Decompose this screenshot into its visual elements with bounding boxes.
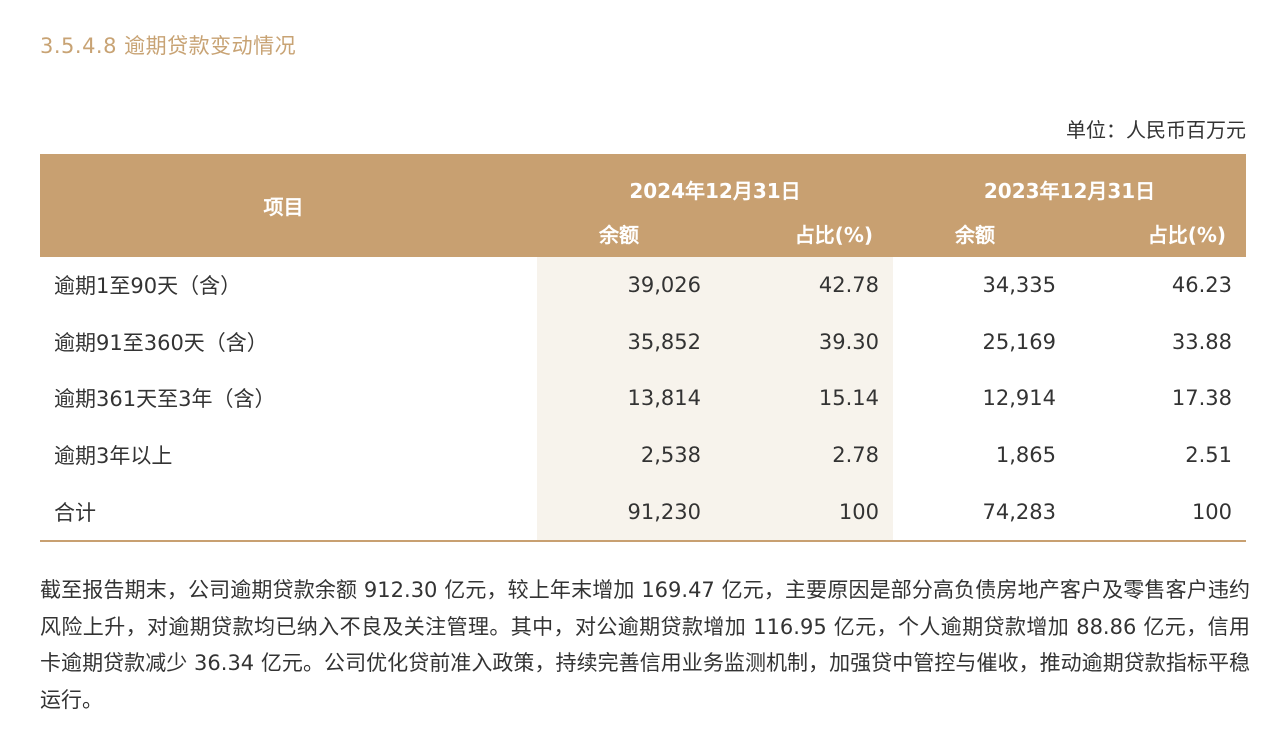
- header-period-2023: 2023年12月31日: [893, 154, 1247, 210]
- header-2024-amount: 余额: [537, 210, 715, 257]
- cell-2024-ratio: 15.14: [715, 370, 894, 427]
- header-2024-ratio: 占比(%): [715, 210, 894, 257]
- cell-2024-amount: 2,538: [537, 426, 715, 484]
- table-row-total: 合计 91,230 100 74,283 100: [40, 483, 1247, 542]
- table-row: 逾期3年以上 2,538 2.78 1,865 2.51: [40, 426, 1246, 484]
- cell-2023-amount: 25,169: [982, 329, 1057, 354]
- table-row: 逾期1至90天（含） 39,026 42.78 34,335 46.23: [40, 257, 1246, 314]
- cell-2023-ratio: 46.23: [1171, 273, 1233, 298]
- cell-2024-amount: 91,230: [537, 483, 715, 542]
- header-2023-amount: 余额: [893, 210, 1071, 257]
- table-header: 项目 2024年12月31日 2023年12月31日 余额 占比(%) 余额 占…: [40, 154, 1247, 257]
- header-item: 项目: [40, 154, 537, 257]
- cell-2024-ratio: 42.78: [715, 257, 894, 314]
- table-body: 逾期1至90天（含） 39,026 42.78 34,335 46.23 逾期9…: [40, 257, 1247, 542]
- cell-2024-amount: 13,814: [537, 370, 715, 427]
- cell-2023-ratio: 100: [1070, 483, 1247, 542]
- cell-2023-amount: 74,283: [893, 483, 1071, 542]
- overdue-loans-table-wrapper: 项目 2024年12月31日 2023年12月31日 余额 占比(%) 余额 占…: [40, 154, 1247, 542]
- header-period-2024: 2024年12月31日: [537, 154, 894, 210]
- row-item-label: 逾期361天至3年（含）: [54, 387, 276, 412]
- cell-2023-ratio: 17.38: [1171, 386, 1233, 411]
- row-item-label: 合计: [40, 483, 537, 542]
- cell-2024-amount: 35,852: [537, 313, 715, 371]
- cell-2023-amount: 34,335: [982, 273, 1057, 298]
- cell-2024-ratio: 100: [715, 483, 894, 542]
- section-title: 3.5.4.8 逾期贷款变动情况: [40, 34, 297, 58]
- row-item-label: 逾期1至90天（含）: [54, 274, 242, 299]
- cell-2023-amount: 12,914: [982, 386, 1057, 411]
- row-item-label: 逾期91至360天（含）: [54, 330, 268, 355]
- cell-2023-ratio: 33.88: [1171, 329, 1233, 354]
- table-row: 逾期91至360天（含） 35,852 39.30 25,169 33.88: [40, 313, 1246, 371]
- header-2023-ratio: 占比(%): [1070, 210, 1247, 257]
- cell-2023-amount: 1,865: [995, 443, 1057, 468]
- cell-2024-amount: 39,026: [537, 257, 715, 314]
- explanatory-paragraph: 截至报告期末，公司逾期贷款余额 912.30 亿元，较上年末增加 169.47 …: [40, 578, 1250, 712]
- overdue-loans-table: 项目 2024年12月31日 2023年12月31日 余额 占比(%) 余额 占…: [40, 154, 1247, 542]
- cell-2023-ratio: 2.51: [1185, 443, 1233, 468]
- cell-2024-ratio: 39.30: [715, 313, 894, 371]
- unit-label: 单位：人民币百万元: [1066, 118, 1246, 142]
- table-row: 逾期361天至3年（含） 13,814 15.14 12,914 17.38: [40, 370, 1246, 427]
- cell-2024-ratio: 2.78: [715, 426, 894, 484]
- row-item-label: 逾期3年以上: [54, 444, 173, 469]
